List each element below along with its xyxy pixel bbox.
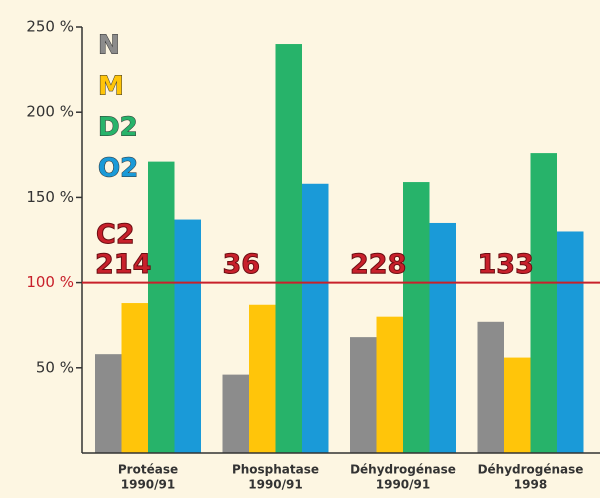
reference-label: 214	[95, 249, 151, 280]
reference-label: 228	[350, 249, 406, 280]
y-tick-label: 100 %	[26, 273, 74, 291]
x-tick-label: Protéase	[118, 463, 178, 477]
bar	[557, 231, 584, 453]
bar	[249, 304, 276, 453]
bar	[376, 316, 403, 453]
x-tick-label: 1990/91	[121, 478, 175, 492]
x-tick-label: 1990/91	[376, 478, 430, 492]
y-tick-label: 50 %	[36, 358, 74, 376]
legend-entry: O2	[98, 154, 138, 184]
reference-label: 36	[223, 249, 261, 280]
x-tick-label: Phosphatase	[232, 463, 319, 477]
reference-label: 133	[478, 249, 534, 280]
bar	[95, 354, 122, 453]
bar	[121, 303, 148, 453]
legend-entry: M	[98, 72, 124, 102]
y-tick-label: 150 %	[26, 188, 74, 206]
bar	[429, 222, 456, 453]
bar	[530, 153, 557, 453]
bar	[148, 161, 175, 453]
bar	[504, 357, 531, 453]
bar	[403, 182, 430, 453]
bar	[222, 374, 249, 453]
y-tick-label: 250 %	[26, 18, 74, 36]
x-tick-label: 1990/91	[248, 478, 302, 492]
bar	[350, 337, 377, 453]
bar	[174, 219, 201, 453]
y-tick-label: 200 %	[26, 103, 74, 121]
bar	[302, 183, 329, 453]
legend-entry: D2	[98, 113, 138, 143]
reference-name: C2	[96, 219, 135, 250]
bar	[477, 321, 504, 453]
bar	[275, 44, 302, 453]
x-tick-label: Déhydrogénase	[478, 463, 584, 477]
legend-entry: N	[98, 31, 120, 61]
x-tick-label: 1998	[514, 478, 547, 492]
x-tick-label: Déhydrogénase	[350, 463, 456, 477]
